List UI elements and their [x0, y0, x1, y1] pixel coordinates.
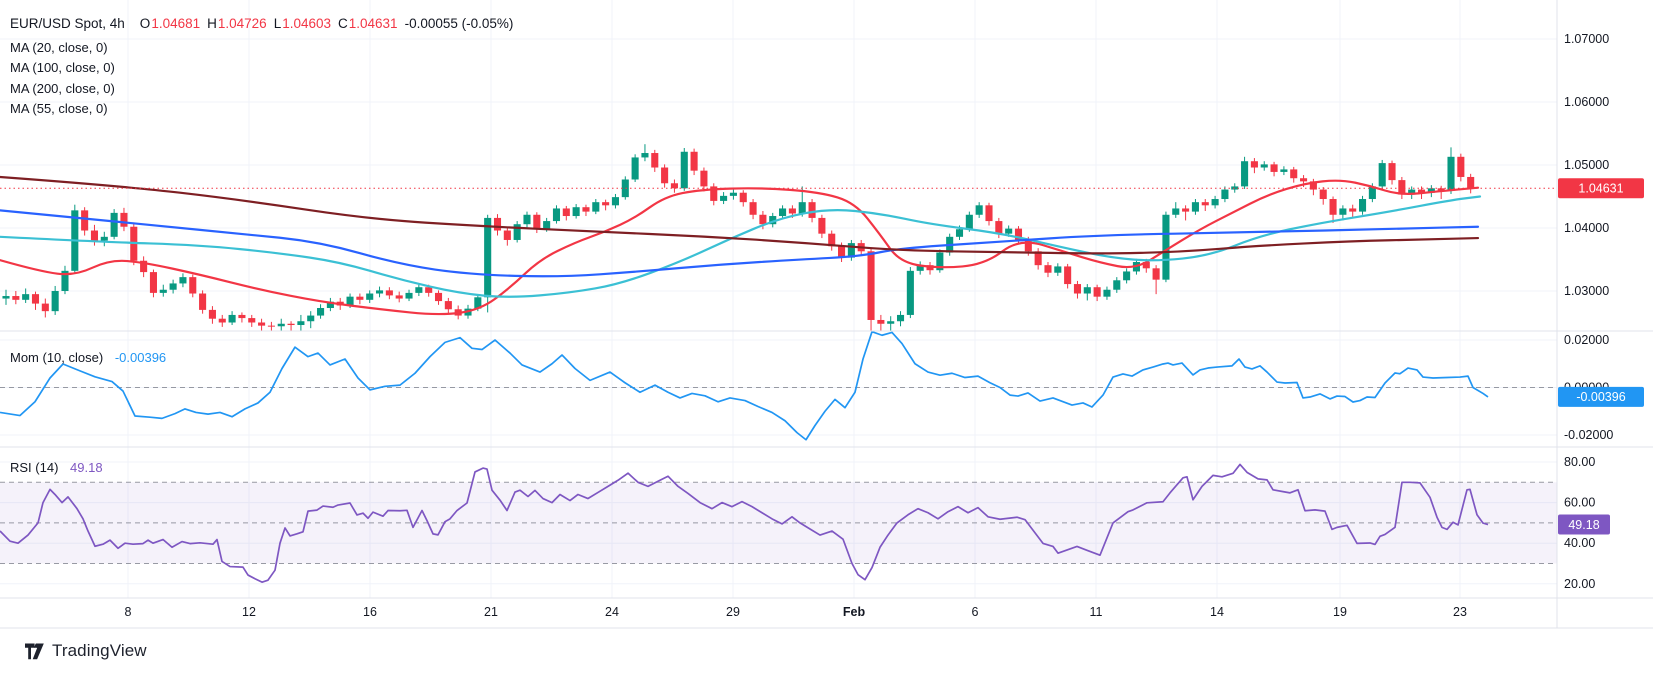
ma-200-line [0, 175, 1480, 255]
price-scale-labels[interactable]: 1.07000 1.06000 1.05000 1.04000 1.03000 0.020… [1564, 32, 1613, 591]
tradingview-logo-icon [25, 643, 44, 659]
ma-200-legend-row[interactable]: MA (200, close, 0) [10, 80, 115, 96]
tradingview-logo[interactable]: TradingView [24, 641, 147, 661]
rsi-value: 49.18 [70, 460, 103, 475]
price-axis-tick-label: 1.07000 [1564, 32, 1609, 46]
time-tick-label: 29 [726, 605, 740, 619]
momentum-legend-row[interactable]: Mom (10, close) -0.00396 [10, 350, 166, 365]
price-legend: EUR/USD Spot, 4h O1.04681 H1.04726 L1.04603… [10, 14, 513, 120]
change-value: -0.00055 (-0.05%) [404, 16, 514, 31]
rsi-axis-tick-label: 80.00 [1564, 455, 1595, 469]
svg-text:-0.00396: -0.00396 [1576, 390, 1625, 404]
close-value: 1.04631 [348, 16, 398, 31]
momentum-value: -0.00396 [114, 350, 167, 365]
panel-borders [0, 0, 1653, 629]
time-tick-label: 16 [363, 605, 377, 619]
mom-axis-tick-label: 0.02000 [1564, 333, 1609, 347]
mom-value-badge: -0.00396 [1558, 386, 1644, 407]
moving-average-lines [0, 175, 1482, 316]
time-tick-label: 23 [1453, 605, 1467, 619]
ma-20-legend-row[interactable]: MA (20, close, 0) [10, 39, 108, 55]
time-tick-label: 6 [972, 605, 979, 619]
time-tick-label: 8 [125, 605, 132, 619]
ma-55-line [0, 195, 1482, 298]
symbol-legend-row[interactable]: EUR/USD Spot, 4h O1.04681 H1.04726 L1.04603… [10, 14, 513, 35]
mom-axis-tick-label: -0.02000 [1564, 428, 1613, 442]
time-scale-labels[interactable]: 8 12 16 21 24 29 Feb 6 11 14 19 23 [125, 605, 1467, 619]
price-axis-tick-label: 1.04000 [1564, 221, 1609, 235]
ma-20-line [0, 179, 1480, 316]
high-value: 1.04726 [217, 16, 267, 31]
time-tick-label: 14 [1210, 605, 1224, 619]
rsi-axis-tick-label: 20.00 [1564, 577, 1595, 591]
ma-100-legend-row[interactable]: MA (100, close, 0) [10, 60, 115, 75]
open-value: 1.04681 [151, 16, 201, 31]
high-label: H [207, 16, 217, 31]
price-axis-tick-label: 1.06000 [1564, 95, 1609, 109]
rsi-legend-row[interactable]: RSI (14) 49.18 [10, 460, 103, 475]
time-tick-label: Feb [843, 605, 866, 619]
low-label: L [273, 16, 282, 31]
svg-text:1.04631: 1.04631 [1578, 181, 1623, 195]
rsi-indicator-name: RSI (14) [10, 460, 59, 475]
open-label: O [139, 16, 151, 31]
time-tick-label: 24 [605, 605, 619, 619]
time-tick-label: 12 [242, 605, 256, 619]
symbol-title: EUR/USD Spot, 4h [10, 16, 125, 31]
tradingview-logo-text: TradingView [52, 641, 147, 660]
ma-55-legend-row[interactable]: MA (55, close, 0) [10, 101, 108, 116]
rsi-line [0, 463, 1489, 584]
horizontal-gridlines [0, 38, 1557, 585]
price-value-badge: 1.04631 [1558, 178, 1644, 199]
ma-100-line [0, 209, 1480, 278]
momentum-line [0, 331, 1489, 441]
rsi-axis-tick-label: 60.00 [1564, 496, 1595, 510]
price-axis-tick-label: 1.03000 [1564, 284, 1609, 298]
vertical-gridlines [127, 0, 1461, 598]
close-label: C [338, 16, 348, 31]
time-tick-label: 11 [1090, 605, 1103, 619]
time-tick-label: 21 [484, 605, 498, 619]
low-value: 1.04603 [282, 16, 332, 31]
rsi-axis-tick-label: 40.00 [1564, 536, 1595, 550]
time-tick-label: 19 [1333, 605, 1347, 619]
rsi-value-badge: 49.18 [1558, 514, 1610, 535]
momentum-indicator-name: Mom (10, close) [10, 350, 104, 365]
svg-text:49.18: 49.18 [1568, 518, 1599, 532]
candlestick-series [2, 144, 1475, 331]
price-axis-tick-label: 1.05000 [1564, 158, 1609, 172]
